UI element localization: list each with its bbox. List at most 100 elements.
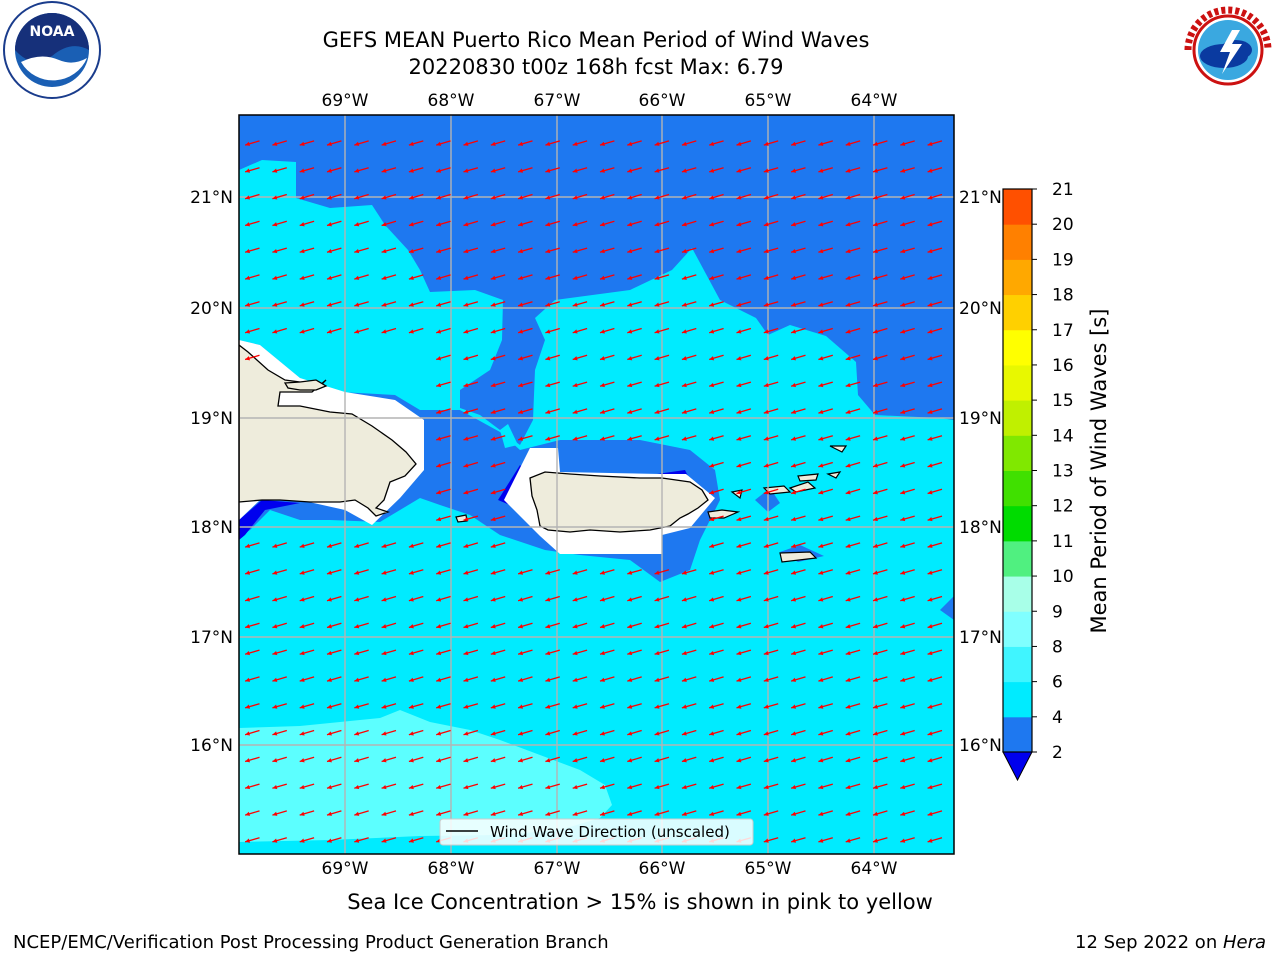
wind-arrow-head [381,570,387,575]
wind-arrow-head [654,677,660,682]
lat-label: 19°N [959,409,1002,429]
wind-arrow-head [763,650,769,656]
wind-arrow-head [600,758,605,763]
wind-arrow-head [327,570,332,575]
wind-arrow-head [408,141,414,146]
wind-arrow-head [763,758,769,763]
wind-arrow-head [436,516,442,522]
wind-arrow-head [736,731,742,736]
wind-arrow-head [327,597,332,602]
wind-arrow-head [709,650,715,656]
wind-arrow-head [381,302,387,307]
wind-arrow-head [518,382,524,388]
lat-labels-right: 21°N 20°N 19°N 18°N 17°N 16°N [959,188,1002,756]
wind-arrow-head [299,677,305,682]
land-st-croix [779,551,818,563]
wind-arrow-head [627,811,633,816]
wind-arrow-head [600,409,605,414]
wind-arrow-head [408,624,414,629]
wind-arrow-head [709,597,715,602]
wind-arrow-head [818,329,824,334]
wind-arrow-head [381,248,387,254]
wind-arrow-head [818,784,824,790]
wind-arrow-head [299,222,305,227]
wind-arrow-head [545,275,551,280]
wind-arrow-head [681,570,687,575]
colorbar-segment [1003,646,1032,683]
wind-arrow-head [900,624,906,629]
wind-arrow-head [927,195,933,200]
wind-arrow-head [873,490,878,495]
wind-arrow-head [272,168,278,173]
wind-arrow-head [436,677,442,682]
wind-arrow-head [627,409,633,414]
wind-arrow-head [463,329,469,334]
wind-arrow-head [354,329,360,334]
wind-arrow-head [845,838,851,843]
wind-arrow-head [709,490,715,495]
wind-arrow-head [736,248,742,254]
wind-arrow-head [927,624,933,629]
wind-arrow-head [681,811,687,816]
wind-arrow-head [463,463,469,468]
lon-label: 64°W [851,859,898,879]
wind-arrow-head [763,490,769,495]
wind-arrow-head [791,516,797,522]
wind-arrow-head [327,543,332,548]
wind-arrow-head [272,704,278,709]
wind-arrow-head [900,811,906,816]
wind-arrow-head [791,838,797,843]
wind-arrow-head [490,704,496,709]
wind-arrow-head [627,222,633,227]
wind-arrow-head [763,168,769,173]
wind-arrow-head [763,436,769,441]
wind-arrow-head [709,624,715,629]
wind-arrow-head [518,302,524,307]
colorbar-tick-label: 6 [1052,673,1063,693]
wind-arrow-head [272,248,278,254]
wind-arrow-head [927,490,933,495]
wind-arrow-head [490,650,496,656]
lon-labels-top: 69°W 68°W 67°W 66°W 65°W 64°W [322,91,898,111]
wind-arrow-head [600,356,605,361]
wind-arrow-head [900,597,906,602]
map-frame [238,114,955,855]
wind-arrow-head [736,677,742,682]
wind-arrow-head [354,275,360,280]
wind-arrow-head [463,356,469,361]
wind-arrow-head [900,758,906,763]
wind-arrow-head [545,650,551,656]
wind-arrow-head [927,409,933,414]
wind-arrow-head [681,758,687,763]
wind-arrow-head [245,731,251,736]
wind-arrow-head [354,704,360,709]
wind-arrow-head [818,222,824,227]
lon-label: 65°W [745,859,792,879]
wind-arrow-head [736,570,742,575]
wind-arrow-head [408,677,414,682]
wind-arrow-head [681,704,687,709]
wind-arrow-head [436,382,442,388]
wind-arrow-head [463,382,469,388]
wind-arrow-head [709,382,715,388]
colorbar-tick-label: 18 [1052,286,1074,306]
wind-arrow-head [681,597,687,602]
wind-arrow-head [736,168,742,173]
wind-arrow-head [681,784,687,790]
wind-arrow-head [572,195,578,200]
wind-arrow-head [709,195,715,200]
wind-arrow-head [900,436,906,441]
wind-arrow-head [763,248,769,254]
wind-arrow-head [408,248,414,254]
wind-arrow-head [654,704,660,709]
wind-arrow-head [845,356,851,361]
wind-arrow-head [354,302,360,307]
colorbar-segment [1003,189,1032,225]
wind-arrow-head [245,784,251,790]
wind-arrow-head [327,650,332,656]
wind-arrow-head [709,677,715,682]
wind-arrow-head [490,597,496,602]
wind-arrow-head [873,195,878,200]
wind-arrow-head [436,463,442,468]
wind-arrow-head [845,758,851,763]
